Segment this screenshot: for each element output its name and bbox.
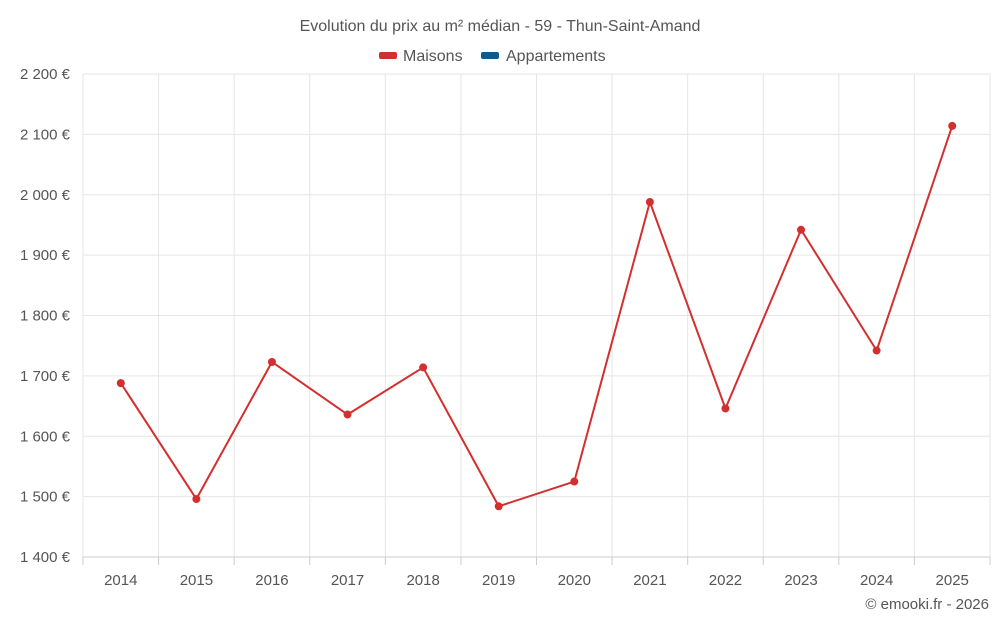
- y-tick-label: 2 000 €: [20, 187, 71, 204]
- data-point-maisons-2024: [872, 346, 881, 355]
- data-point-maisons-2021: [645, 197, 654, 206]
- y-tick-label: 1 400 €: [20, 549, 71, 566]
- x-tick-label: 2023: [784, 572, 817, 589]
- legend-swatch-maisons: [379, 52, 397, 59]
- legend-label-maisons: Maisons: [403, 48, 463, 65]
- data-point-maisons-2025: [948, 121, 957, 130]
- data-point-maisons-2019: [494, 502, 503, 511]
- data-point-maisons-2014: [116, 379, 125, 388]
- x-tick-label: 2024: [860, 572, 893, 589]
- x-tick-label: 2018: [406, 572, 439, 589]
- legend-item-appartements[interactable]: Appartements: [481, 48, 606, 65]
- y-tick-label: 1 600 €: [20, 428, 71, 445]
- data-point-maisons-2018: [419, 363, 428, 372]
- data-point-maisons-2015: [192, 495, 201, 504]
- x-tick-label: 2022: [709, 572, 742, 589]
- x-tick-label: 2025: [936, 572, 969, 589]
- x-axis: 2014 2015 2016 2017 2018 2019 2020 2021 2022 2023…: [82, 556, 991, 589]
- data-point-maisons-2016: [267, 357, 276, 366]
- legend-item-maisons[interactable]: Maisons: [379, 48, 463, 65]
- x-tick-label: 2016: [255, 572, 288, 589]
- x-tick-label: 2017: [331, 572, 364, 589]
- legend-swatch-appartements: [481, 52, 499, 59]
- legend[interactable]: Maisons Appartements: [379, 48, 606, 65]
- y-tick-label: 1 700 €: [20, 368, 71, 385]
- y-axis: 1 400 € 1 500 € 1 600 € 1 700 € 1 800 € 1 900…: [20, 66, 71, 566]
- x-tick-label: 2021: [633, 572, 666, 589]
- y-tick-label: 1 800 €: [20, 308, 71, 325]
- y-tick-label: 1 900 €: [20, 247, 71, 264]
- series-line-maisons: [119, 125, 954, 508]
- data-point-maisons-2023: [797, 225, 806, 234]
- x-tick-label: 2019: [482, 572, 515, 589]
- chart-title: Evolution du prix au m² médian - 59 - Th…: [300, 18, 701, 35]
- y-tick-label: 2 100 €: [20, 126, 71, 143]
- grid: [82, 73, 991, 557]
- series-maisons: [116, 121, 957, 511]
- data-point-maisons-2017: [343, 410, 352, 419]
- x-tick-label: 2015: [180, 572, 213, 589]
- x-tick-label: 2020: [558, 572, 591, 589]
- y-tick-label: 2 200 €: [20, 66, 71, 83]
- data-point-maisons-2022: [721, 404, 730, 413]
- x-tick-label: 2014: [104, 572, 137, 589]
- legend-label-appartements: Appartements: [506, 48, 606, 65]
- y-tick-label: 1 500 €: [20, 489, 71, 506]
- data-point-maisons-2020: [570, 477, 579, 486]
- credit-text: © emooki.fr - 2026: [865, 596, 989, 613]
